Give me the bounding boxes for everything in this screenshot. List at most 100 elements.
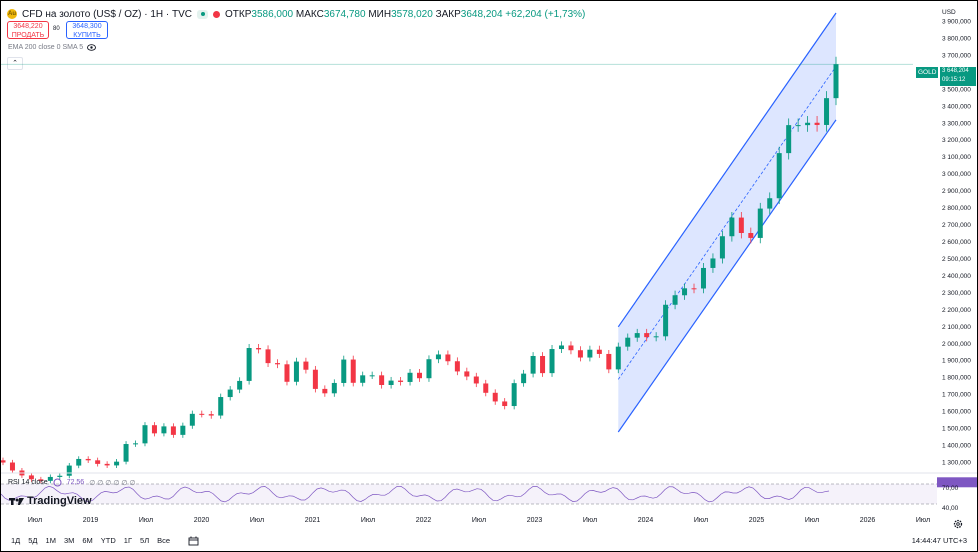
collapse-legend-button[interactable]: ⌃ [7, 57, 23, 70]
candle[interactable] [256, 343, 262, 354]
candle[interactable] [748, 227, 754, 244]
candle[interactable] [445, 350, 451, 366]
candle[interactable] [454, 357, 460, 376]
candle[interactable] [549, 345, 555, 377]
candle[interactable] [265, 345, 271, 367]
candle[interactable] [682, 283, 688, 300]
candle[interactable] [719, 230, 725, 264]
candle[interactable] [1, 457, 6, 466]
candle[interactable] [814, 116, 820, 132]
axis-settings[interactable] [953, 516, 963, 534]
candle[interactable] [398, 376, 404, 386]
candle[interactable] [644, 328, 650, 342]
candle[interactable] [237, 377, 243, 394]
range-button[interactable]: 1Д [11, 536, 21, 545]
channel-upper-line[interactable] [617, 12, 837, 328]
candle[interactable] [303, 357, 309, 374]
symbol-title[interactable]: CFD на золото (US$ / OZ) · 1Н · TVC [22, 8, 192, 20]
candle[interactable] [795, 118, 801, 132]
candle[interactable] [218, 393, 224, 419]
candle[interactable] [492, 389, 498, 405]
candle[interactable] [502, 398, 508, 410]
sell-button[interactable]: 3648,220 ПРОДАТЬ [7, 21, 49, 39]
candle[interactable] [625, 333, 631, 351]
candle[interactable] [114, 459, 120, 469]
candle[interactable] [227, 386, 233, 401]
range-button[interactable]: 5Л [140, 536, 150, 545]
candle[interactable] [28, 472, 34, 482]
candle[interactable] [596, 345, 602, 358]
range-button[interactable]: 1Г [123, 536, 133, 545]
buy-button[interactable]: 3648,300 КУПИТЬ [66, 21, 108, 39]
candle[interactable] [331, 379, 337, 397]
candle[interactable] [757, 202, 763, 244]
candle[interactable] [312, 365, 318, 393]
candle[interactable] [587, 345, 593, 362]
candle[interactable] [407, 369, 413, 386]
candle[interactable] [530, 352, 536, 378]
candle[interactable] [284, 360, 290, 386]
candle[interactable] [379, 371, 385, 389]
candle[interactable] [350, 355, 356, 387]
candle[interactable] [123, 441, 129, 465]
candle[interactable] [199, 410, 205, 418]
candle[interactable] [729, 211, 735, 242]
candle[interactable] [369, 371, 375, 380]
ema-legend[interactable]: EMA 200 close 0 SMA 5 [8, 44, 97, 51]
candle[interactable] [483, 379, 489, 397]
candle[interactable] [521, 369, 527, 387]
candle[interactable] [558, 341, 564, 354]
rsi-legend[interactable]: RSI 14 close 72,56 ∅ ∅ ∅ ∅ ∅ ∅ [8, 478, 136, 487]
candle[interactable] [388, 376, 394, 389]
candle[interactable] [805, 116, 811, 132]
candle[interactable] [473, 372, 479, 388]
tradingview-logo[interactable]: TradingView [9, 495, 92, 507]
rsi-settings-icon[interactable] [53, 478, 62, 487]
candle[interactable] [170, 423, 176, 438]
candle[interactable] [615, 342, 621, 374]
candle[interactable] [577, 346, 583, 362]
candle[interactable] [9, 459, 15, 474]
candle[interactable] [104, 461, 110, 469]
candle[interactable] [76, 456, 82, 469]
candle[interactable] [161, 423, 167, 437]
candle[interactable] [189, 410, 195, 429]
candle[interactable] [824, 91, 830, 132]
candle[interactable] [511, 379, 517, 410]
candle[interactable] [133, 440, 139, 447]
candle[interactable] [38, 476, 44, 484]
candle[interactable] [180, 422, 186, 438]
candle[interactable] [653, 332, 659, 342]
candle[interactable] [57, 473, 63, 480]
candle[interactable] [246, 343, 252, 385]
channel-lower-line[interactable] [617, 119, 837, 433]
range-button[interactable]: YTD [100, 536, 116, 545]
candle[interactable] [142, 422, 148, 447]
candle[interactable] [464, 367, 470, 381]
candle[interactable] [426, 355, 432, 382]
candle[interactable] [767, 192, 773, 215]
candle[interactable] [293, 357, 299, 386]
calendar-icon[interactable] [188, 536, 199, 546]
candle[interactable] [435, 350, 441, 364]
candle[interactable] [568, 341, 574, 355]
candle[interactable] [66, 462, 72, 479]
gear-icon[interactable] [953, 519, 963, 529]
range-button[interactable]: 3М [63, 536, 75, 545]
candle[interactable] [691, 283, 697, 294]
candle[interactable] [95, 457, 101, 467]
candle[interactable] [786, 118, 792, 160]
range-button[interactable]: Все [157, 536, 171, 545]
clock-time[interactable]: 14:44:47 UTC+3 [911, 536, 967, 545]
candle[interactable] [417, 369, 422, 382]
channel-median-line[interactable] [617, 66, 837, 380]
candle[interactable] [322, 385, 328, 397]
candle[interactable] [47, 474, 53, 484]
candle[interactable] [833, 56, 839, 106]
eye-icon[interactable] [87, 44, 97, 51]
candle[interactable] [738, 211, 744, 239]
candle[interactable] [341, 355, 347, 387]
range-button[interactable]: 1М [45, 536, 56, 545]
candle[interactable] [85, 456, 91, 463]
